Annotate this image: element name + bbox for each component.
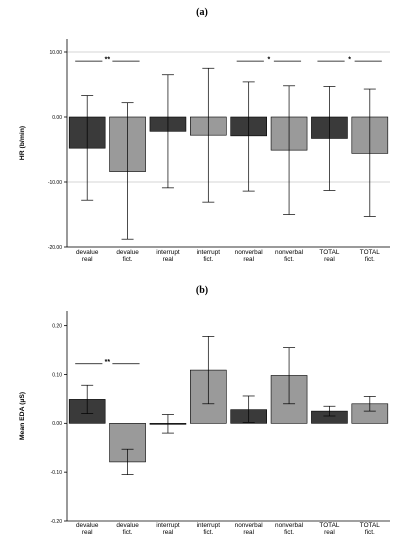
category-label: interrupt fict. bbox=[197, 522, 221, 536]
significance-marker: * bbox=[268, 57, 271, 64]
category-label: TOTAL real bbox=[319, 249, 339, 263]
error-bar bbox=[161, 74, 174, 189]
error-bar bbox=[242, 81, 255, 192]
significance-marker: ** bbox=[105, 359, 111, 366]
category-label: devalue real bbox=[76, 522, 99, 536]
category-label: nonverbal real bbox=[235, 249, 263, 263]
error-bar bbox=[81, 384, 94, 414]
category-label: nonverbal real bbox=[235, 522, 263, 536]
y-tick-label: 0.00 bbox=[52, 421, 62, 427]
category-label: devalue real bbox=[76, 249, 99, 263]
chart-panel-1: (a) 10.00 0.00 -10.00 -20.00 HR (b/min) devalu… bbox=[19, 7, 390, 263]
category-label: interrupt real bbox=[156, 249, 180, 263]
error-bar bbox=[242, 395, 255, 423]
category-label: interrupt fict. bbox=[197, 249, 221, 263]
chart-panel-2: (b) 0.20 0.10 0.00 -0.10 -0.20 Mean EDA (µS) de… bbox=[19, 285, 390, 536]
category-label: TOTAL real bbox=[319, 522, 339, 536]
category-label: devalue fict. bbox=[116, 522, 139, 536]
y-tick-label: -20.00 bbox=[48, 245, 62, 251]
error-bar bbox=[161, 414, 174, 434]
y-tick-label: -10.00 bbox=[48, 180, 62, 186]
error-bar bbox=[323, 86, 336, 191]
y-tick-label: -0.20 bbox=[51, 519, 63, 525]
y-tick-label: 0.20 bbox=[52, 323, 62, 329]
y-axis-label: HR (b/min) bbox=[19, 126, 26, 160]
error-bar bbox=[121, 448, 134, 475]
panel-label: (b) bbox=[196, 285, 208, 296]
category-label: devalue fict. bbox=[116, 249, 139, 263]
y-tick-label: 10.00 bbox=[49, 50, 62, 56]
category-label: nonverbal fict. bbox=[275, 522, 303, 536]
significance-marker: ** bbox=[105, 57, 111, 64]
panel-label: (a) bbox=[196, 7, 208, 18]
y-axis-label: Mean EDA (µS) bbox=[19, 392, 26, 440]
error-bar bbox=[202, 336, 215, 405]
category-label: TOTAL fict. bbox=[360, 522, 380, 536]
category-label: nonverbal fict. bbox=[275, 249, 303, 263]
error-bar bbox=[121, 102, 134, 240]
error-bar bbox=[363, 88, 376, 217]
error-bar bbox=[283, 85, 296, 215]
y-tick-label: 0.10 bbox=[52, 372, 62, 378]
category-label: interrupt real bbox=[156, 522, 180, 536]
y-tick-label: 0.00 bbox=[52, 115, 62, 121]
error-bar bbox=[202, 67, 215, 203]
y-tick-label: -0.10 bbox=[51, 470, 63, 476]
category-label: TOTAL fict. bbox=[360, 249, 380, 263]
error-bar bbox=[363, 396, 376, 412]
error-bar bbox=[283, 347, 296, 405]
significance-marker: * bbox=[348, 57, 351, 64]
error-bar bbox=[81, 95, 94, 201]
error-bar bbox=[323, 405, 336, 417]
